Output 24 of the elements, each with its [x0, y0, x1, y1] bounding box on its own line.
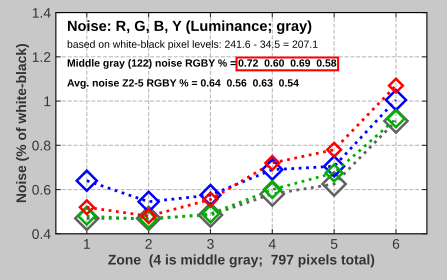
annotation: Avg. noise Z2-5 RGBY % = 0.64 0.56 0.63 0.54 — [67, 78, 299, 89]
y-tick-label: 0.4 — [32, 229, 51, 239]
chart-title: Noise: R, G, B, Y (Luminance; gray) — [68, 20, 312, 34]
x-tick-label: 3 — [207, 239, 214, 249]
x-tick-label: 5 — [330, 239, 338, 249]
y-tick-label: 1 — [44, 96, 50, 106]
y-axis-title: Noise (% of white-black) — [16, 44, 29, 202]
point — [384, 88, 408, 112]
y-tick-label: 0.8 — [32, 140, 50, 150]
x-tick-label: 2 — [145, 239, 152, 249]
point — [326, 142, 342, 158]
point — [78, 199, 95, 216]
y-tick-label: 1.2 — [32, 52, 50, 62]
point — [76, 169, 98, 192]
point — [388, 77, 404, 94]
y-tick-label: 0.6 — [32, 184, 50, 195]
x-tick-label: 1 — [84, 239, 90, 249]
y-tick-label: 1.4 — [32, 8, 51, 18]
x-tick-label: 4 — [268, 239, 276, 249]
annotation: Middle gray (122) noise RGBY % = — [68, 59, 236, 69]
text: based on white-black pixel levels: 241.6 - 34.5 = 207.1 — [68, 40, 318, 50]
x-tick-label: 6 — [392, 239, 400, 249]
x-axis-title: Zone (4 is middle gray; 797 pixels total) — [108, 254, 374, 268]
annotation: 0.72 0.60 0.69 0.58 — [238, 59, 336, 67]
